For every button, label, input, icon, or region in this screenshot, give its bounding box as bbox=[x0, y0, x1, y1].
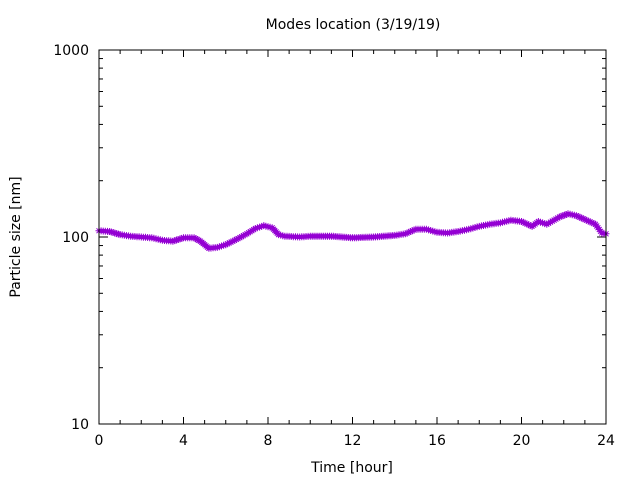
x-axis-label: Time [hour] bbox=[310, 460, 393, 476]
y-tick-label: 1000 bbox=[53, 43, 89, 59]
plot-frame bbox=[98, 49, 607, 425]
data-series bbox=[95, 210, 610, 252]
x-tick-label: 24 bbox=[597, 433, 615, 449]
y-tick-label: 100 bbox=[62, 230, 89, 246]
x-tick-label: 20 bbox=[513, 433, 531, 449]
x-tick-label: 16 bbox=[428, 433, 446, 449]
series-markers bbox=[95, 210, 610, 252]
y-axis-label: Particle size [nm] bbox=[8, 176, 24, 297]
x-tick-label: 8 bbox=[264, 433, 273, 449]
y-tick-label: 10 bbox=[71, 417, 89, 433]
tick-labels: 0 4 8 12 16 20 24 10 100 1000 bbox=[53, 43, 615, 449]
x-tick-label: 0 bbox=[95, 433, 104, 449]
chart-title: Modes location (3/19/19) bbox=[266, 17, 441, 33]
x-tick-label: 4 bbox=[179, 433, 188, 449]
x-tick-label: 12 bbox=[344, 433, 362, 449]
